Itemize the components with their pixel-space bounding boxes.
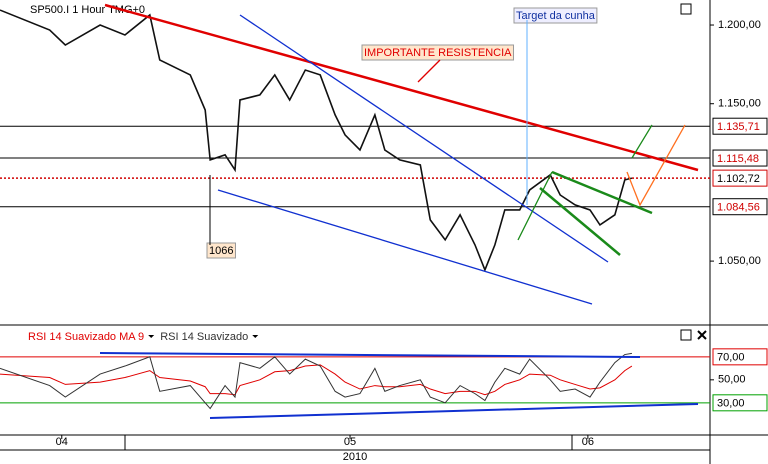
- x-tick-label: 06: [582, 436, 594, 448]
- level-label: 1.084,56: [717, 202, 760, 214]
- price-panel: 1.200,00 1.150,00 1.050,00 1.135,71 1.115,48…: [0, 4, 768, 273]
- trendlines: [99, 3, 699, 419]
- level-label: 30,00: [717, 398, 745, 410]
- level-label-box: [712, 169, 768, 187]
- close-button[interactable]: [697, 330, 707, 340]
- level-label: 70,00: [717, 352, 745, 364]
- annotation-box: [361, 44, 515, 61]
- level-label: 1.115,48: [717, 153, 759, 165]
- level-label-box: [712, 149, 768, 167]
- level-label-box: [712, 348, 768, 366]
- maximize-button[interactable]: [680, 3, 692, 15]
- y-tick-label: 50,00: [718, 374, 746, 386]
- legend-entry: RSI 14 Suavizado MA 9: [28, 331, 144, 343]
- x-tick-label: 05: [344, 436, 356, 448]
- x-axis-label: 2010: [343, 451, 367, 463]
- legend-entry: RSI 14 Suavizado: [160, 331, 248, 343]
- annotation: IMPORTANTE RESISTENCIA: [364, 47, 512, 59]
- legend-arrow: [252, 335, 259, 338]
- series-line: [0, 364, 633, 396]
- annotation: Target da cunha: [516, 10, 596, 22]
- y-tick-label: 1.050,00: [718, 255, 761, 267]
- level-label-box: [712, 198, 768, 216]
- rsi-panel: 50,00 70,00 30,00 RSI 14 Suavizado MA 9 RSI …: [0, 331, 768, 412]
- level-label-box: [712, 117, 768, 135]
- annotation-box: [206, 242, 236, 259]
- annotation: 1066: [209, 245, 233, 257]
- y-tick-label: 1.200,00: [718, 19, 761, 31]
- maximize-button[interactable]: [680, 329, 692, 341]
- x-tick-label: 04: [56, 436, 68, 448]
- legend-arrow: [148, 335, 155, 338]
- level-label-box: [712, 394, 768, 412]
- series-line: [0, 352, 632, 410]
- y-tick-label: 1.150,00: [718, 98, 761, 110]
- series-line: [0, 9, 633, 273]
- level-label: 1.135,71: [717, 121, 760, 133]
- level-label: 1.102,72: [717, 173, 760, 185]
- annotation-box: [513, 7, 598, 24]
- chart-title: SP500.I 1 Hour TMG+0: [30, 4, 145, 16]
